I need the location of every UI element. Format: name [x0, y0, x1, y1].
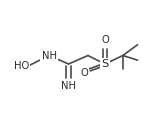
Text: O: O — [101, 35, 109, 45]
Text: NH: NH — [61, 81, 76, 91]
Text: HO: HO — [14, 61, 29, 71]
Text: NH: NH — [42, 51, 57, 61]
Text: S: S — [101, 59, 109, 69]
Text: O: O — [80, 68, 88, 78]
